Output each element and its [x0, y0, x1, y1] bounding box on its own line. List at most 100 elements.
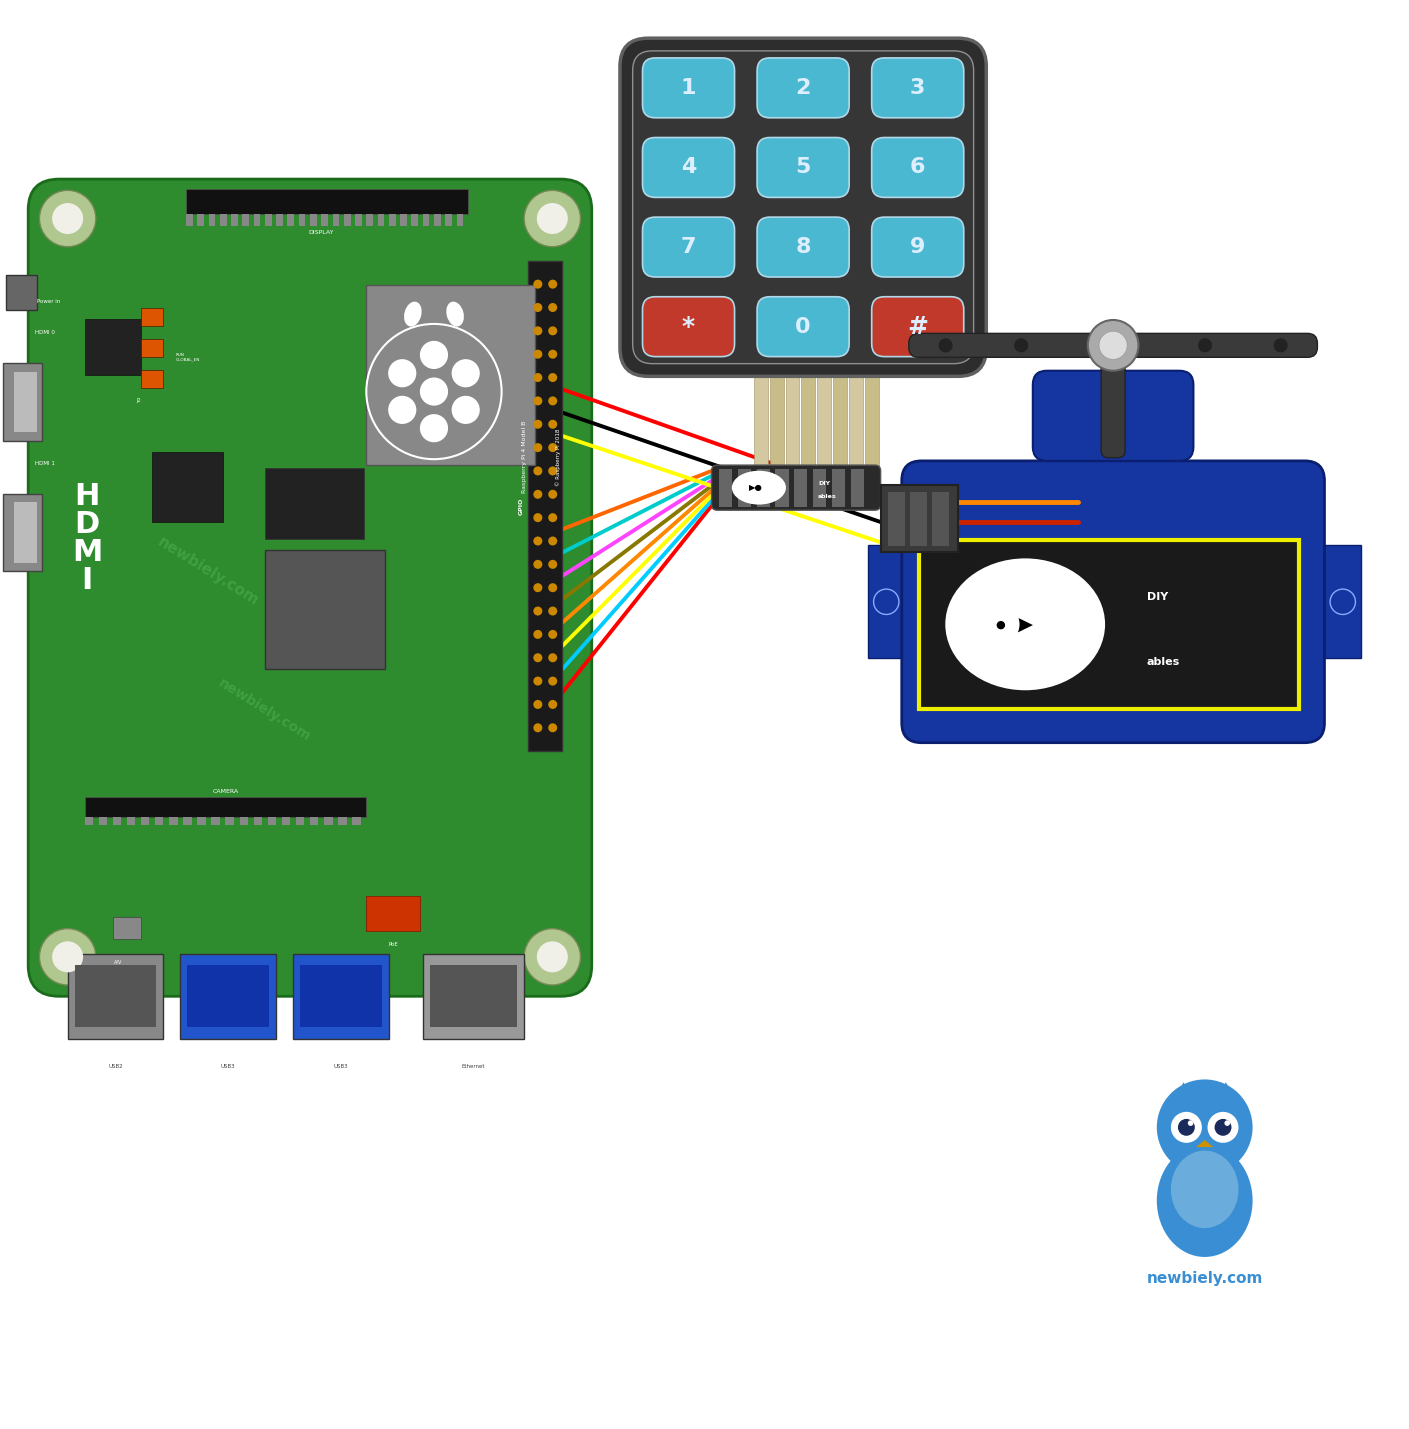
- Circle shape: [534, 630, 542, 639]
- Bar: [344, 214, 351, 226]
- FancyBboxPatch shape: [757, 297, 850, 357]
- Bar: [366, 286, 535, 464]
- Circle shape: [548, 560, 557, 569]
- Circle shape: [420, 377, 448, 406]
- Circle shape: [874, 589, 899, 614]
- Bar: [225, 816, 234, 825]
- Bar: [186, 214, 193, 226]
- Circle shape: [534, 373, 542, 382]
- Ellipse shape: [404, 302, 421, 326]
- Bar: [293, 955, 389, 1039]
- Bar: [423, 955, 524, 1039]
- FancyBboxPatch shape: [1033, 370, 1193, 462]
- Circle shape: [548, 466, 557, 476]
- Circle shape: [534, 653, 542, 662]
- Circle shape: [534, 326, 542, 336]
- Bar: [169, 816, 178, 825]
- Bar: [197, 214, 204, 226]
- Circle shape: [524, 190, 581, 247]
- Bar: [333, 214, 340, 226]
- FancyBboxPatch shape: [872, 59, 964, 117]
- Text: GPIO: GPIO: [519, 497, 524, 514]
- Circle shape: [548, 490, 557, 499]
- Ellipse shape: [447, 302, 464, 326]
- Circle shape: [534, 560, 542, 569]
- Bar: [296, 816, 304, 825]
- Bar: [99, 816, 107, 825]
- Text: USB3: USB3: [334, 1065, 348, 1069]
- Bar: [338, 816, 347, 825]
- Bar: [155, 816, 163, 825]
- Circle shape: [548, 700, 557, 709]
- Text: 5: 5: [796, 157, 810, 177]
- Bar: [434, 214, 441, 226]
- FancyBboxPatch shape: [643, 137, 734, 197]
- Ellipse shape: [1157, 1145, 1253, 1258]
- Bar: [180, 955, 276, 1039]
- Bar: [186, 189, 468, 214]
- Bar: [300, 966, 382, 1027]
- Text: © Raspberry Pi 2018: © Raspberry Pi 2018: [555, 429, 561, 486]
- Bar: [888, 492, 906, 546]
- Bar: [268, 816, 276, 825]
- Bar: [719, 469, 733, 507]
- Text: *: *: [682, 314, 695, 339]
- Bar: [400, 214, 407, 226]
- Text: newbiely.com: newbiely.com: [1147, 1270, 1262, 1286]
- Bar: [310, 214, 317, 226]
- Bar: [411, 214, 418, 226]
- Bar: [197, 816, 206, 825]
- Bar: [366, 214, 373, 226]
- Circle shape: [534, 420, 542, 429]
- Circle shape: [39, 190, 96, 247]
- Bar: [287, 214, 294, 226]
- Bar: [310, 816, 318, 825]
- Circle shape: [534, 280, 542, 289]
- Bar: [187, 966, 269, 1027]
- Text: 3: 3: [910, 77, 926, 97]
- FancyBboxPatch shape: [872, 217, 964, 277]
- Circle shape: [52, 942, 83, 972]
- Circle shape: [548, 513, 557, 522]
- Circle shape: [452, 359, 480, 387]
- Circle shape: [548, 676, 557, 686]
- Bar: [265, 214, 272, 226]
- Text: 8: 8: [795, 237, 812, 257]
- Text: Ethernet: Ethernet: [462, 1065, 485, 1069]
- Bar: [85, 816, 93, 825]
- Bar: [240, 816, 248, 825]
- Bar: [802, 376, 816, 467]
- Text: H
D
M
I: H D M I: [72, 483, 103, 594]
- Circle shape: [537, 203, 568, 234]
- Bar: [3, 494, 42, 572]
- Bar: [355, 214, 362, 226]
- Circle shape: [452, 396, 480, 424]
- Bar: [211, 816, 220, 825]
- Text: 2: 2: [796, 77, 810, 97]
- Bar: [113, 816, 121, 825]
- Circle shape: [1088, 320, 1138, 370]
- Circle shape: [548, 396, 557, 406]
- Bar: [141, 339, 163, 357]
- FancyBboxPatch shape: [872, 137, 964, 197]
- Bar: [265, 469, 364, 539]
- Text: DIY: DIY: [819, 480, 830, 486]
- Circle shape: [420, 414, 448, 443]
- Circle shape: [1274, 339, 1288, 353]
- Bar: [231, 214, 238, 226]
- Circle shape: [534, 490, 542, 499]
- Circle shape: [548, 723, 557, 732]
- Circle shape: [534, 606, 542, 616]
- Bar: [209, 214, 216, 226]
- Circle shape: [534, 723, 542, 732]
- Text: HDMI 0: HDMI 0: [35, 330, 55, 334]
- Circle shape: [387, 396, 416, 424]
- Bar: [817, 376, 831, 467]
- Ellipse shape: [945, 559, 1105, 690]
- Bar: [14, 372, 37, 432]
- Circle shape: [1014, 339, 1029, 353]
- Bar: [785, 376, 799, 467]
- Text: 1: 1: [681, 77, 696, 97]
- Circle shape: [548, 606, 557, 616]
- Circle shape: [534, 350, 542, 359]
